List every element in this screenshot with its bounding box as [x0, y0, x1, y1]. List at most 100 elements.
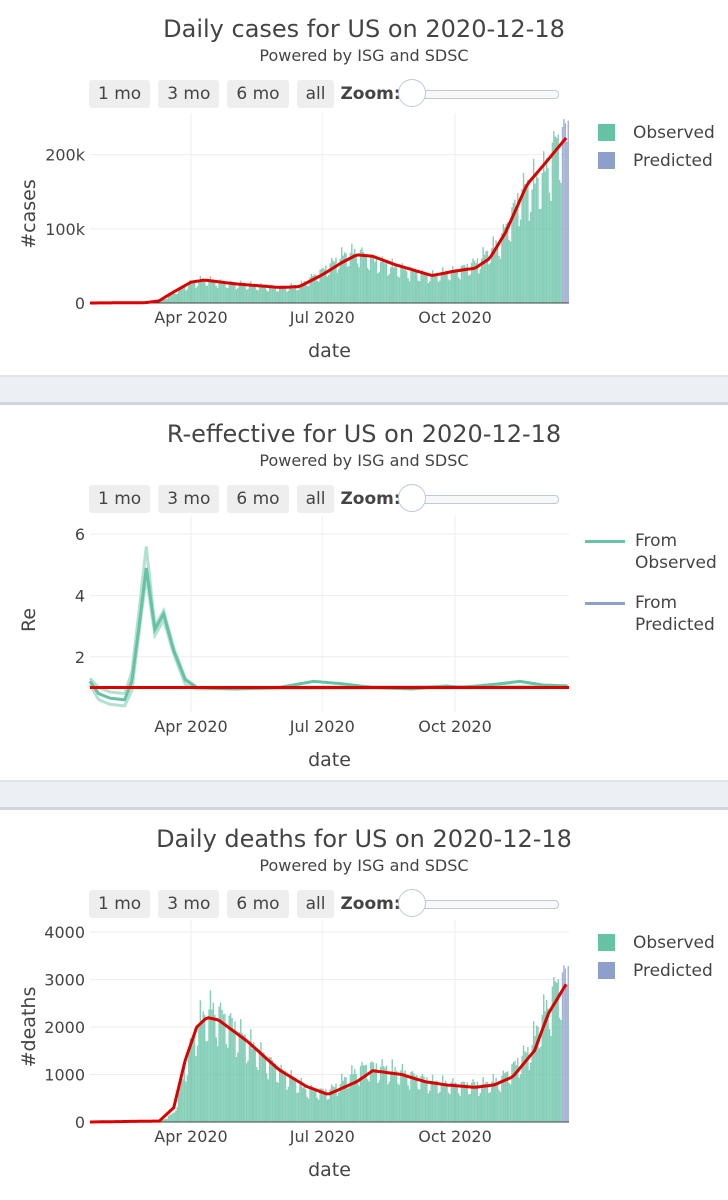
- zoom-slider-knob[interactable]: [398, 79, 426, 107]
- observed-bar: [193, 280, 196, 303]
- range-button-3mo[interactable]: 3 mo: [158, 80, 220, 108]
- observed-bar: [199, 276, 202, 303]
- observed-bar: [214, 1014, 216, 1122]
- observed-bar: [338, 1092, 340, 1122]
- observed-bar: [339, 1084, 342, 1122]
- observed-bar: [407, 1085, 409, 1122]
- zoom-slider-track[interactable]: [412, 90, 559, 99]
- observed-bar: [547, 1008, 549, 1122]
- y-tick-label: 0: [75, 294, 85, 313]
- range-button-all[interactable]: all: [296, 890, 335, 918]
- observed-bar: [315, 1089, 317, 1122]
- observed-bar: [251, 1048, 253, 1122]
- observed-bar: [540, 1046, 542, 1122]
- legend-item-observed[interactable]: Observed: [585, 122, 715, 144]
- observed-bar: [368, 269, 370, 303]
- observed-bar: [423, 1076, 425, 1122]
- legend-label-from-observed: From Observed: [635, 531, 717, 573]
- range-button-6mo[interactable]: 6 mo: [227, 80, 289, 108]
- legend-item-from-predicted[interactable]: From Predicted: [585, 592, 728, 636]
- predicted-bar: [561, 972, 564, 1122]
- observed-bar: [273, 1064, 275, 1122]
- observed-bar: [512, 202, 515, 303]
- observed-bar: [501, 1075, 503, 1122]
- observed-bar: [556, 137, 558, 303]
- legend-label-predicted: Predicted: [633, 151, 713, 171]
- legend-item-predicted[interactable]: Predicted: [585, 150, 715, 172]
- observed-bar: [404, 267, 406, 303]
- observed-bar: [300, 280, 303, 303]
- observed-bar: [304, 1089, 307, 1122]
- zoom-slider-track[interactable]: [412, 900, 559, 909]
- x-tick-label: Jul 2020: [289, 308, 355, 327]
- observed-bar: [368, 1081, 370, 1122]
- observed-bar: [232, 1030, 235, 1122]
- observed-bar: [392, 267, 395, 303]
- range-button-3mo[interactable]: 3 mo: [158, 890, 220, 918]
- range-button-6mo[interactable]: 6 mo: [227, 485, 289, 513]
- observed-bar: [426, 272, 428, 303]
- legend-item-observed[interactable]: Observed: [585, 932, 715, 954]
- zoom-slider-track[interactable]: [412, 495, 559, 504]
- observed-bar: [279, 1067, 281, 1122]
- observed-bar: [355, 254, 357, 303]
- range-button-6mo[interactable]: 6 mo: [227, 890, 289, 918]
- from-predicted-line-swatch: [585, 602, 625, 605]
- observed-bar: [410, 269, 412, 303]
- observed-bar: [391, 1059, 393, 1122]
- legend-label-observed: Observed: [633, 933, 715, 953]
- observed-bar: [335, 1083, 337, 1122]
- observed-bar: [296, 1092, 298, 1122]
- observed-bar: [330, 257, 333, 303]
- observed-bar: [506, 1071, 509, 1122]
- observed-bar: [263, 1052, 265, 1122]
- observed-bar: [330, 1084, 333, 1122]
- observed-bar: [528, 1069, 531, 1122]
- observed-bar: [390, 1071, 392, 1122]
- range-button-3mo[interactable]: 3 mo: [158, 485, 220, 513]
- observed-bar: [505, 1071, 507, 1122]
- observed-bar: [241, 283, 243, 303]
- zoom-slider-knob[interactable]: [398, 484, 426, 512]
- observed-bar: [254, 285, 256, 303]
- observed-bar: [385, 1065, 388, 1122]
- observed-bar: [173, 1112, 176, 1122]
- observed-bar: [329, 263, 331, 303]
- observed-bar: [255, 289, 258, 303]
- observed-bar: [205, 1041, 207, 1122]
- observed-bar: [323, 1091, 326, 1122]
- observed-bar: [320, 268, 323, 303]
- observed-bar: [216, 287, 219, 303]
- observed-bar: [211, 280, 213, 303]
- observed-bar: [227, 288, 229, 303]
- observed-bar: [203, 1014, 206, 1122]
- observed-bar: [470, 262, 473, 303]
- observed-bar: [473, 1082, 476, 1122]
- observed-bar: [437, 281, 440, 303]
- observed-bar: [188, 283, 190, 303]
- y-tick-label: 4: [75, 586, 85, 605]
- range-button-1mo[interactable]: 1 mo: [89, 485, 151, 513]
- cases-range-selector: 1 mo 3 mo 6 mo all Zoom:: [89, 80, 401, 108]
- range-button-1mo[interactable]: 1 mo: [89, 80, 151, 108]
- deaths-range-selector: 1 mo 3 mo 6 mo all Zoom:: [89, 890, 401, 918]
- observed-bar: [325, 265, 327, 303]
- observed-bar: [346, 1088, 349, 1122]
- zoom-slider-knob[interactable]: [398, 889, 426, 917]
- y-axis-title: #cases: [18, 179, 40, 249]
- range-button-1mo[interactable]: 1 mo: [89, 890, 151, 918]
- observed-bar: [283, 287, 285, 303]
- observed-bar: [463, 1081, 466, 1122]
- observed-swatch: [598, 124, 615, 141]
- legend-item-from-observed[interactable]: From Observed: [585, 530, 728, 574]
- range-button-all[interactable]: all: [296, 485, 335, 513]
- cases-chart-subtitle: Powered by ISG and SDSC: [259, 46, 469, 65]
- range-button-all[interactable]: all: [296, 80, 335, 108]
- observed-bar: [215, 1037, 217, 1122]
- observed-bar: [224, 1013, 226, 1122]
- legend-item-predicted[interactable]: Predicted: [585, 960, 715, 982]
- observed-bar: [244, 283, 246, 303]
- observed-bar: [442, 1075, 444, 1122]
- observed-bar: [178, 288, 180, 303]
- observed-bar: [470, 1082, 473, 1122]
